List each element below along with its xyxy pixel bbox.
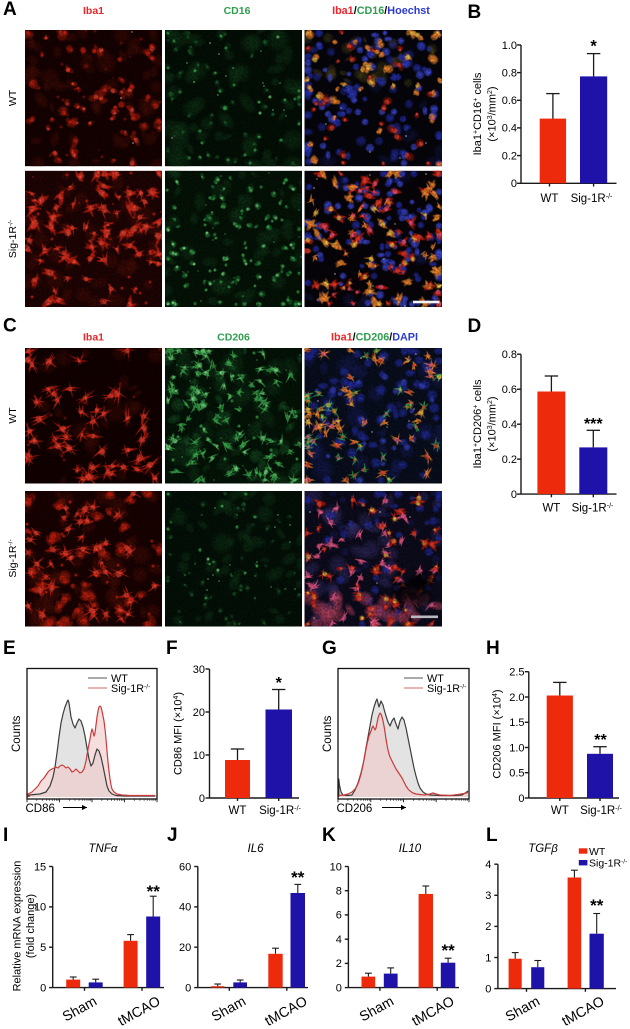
svg-text:0.6: 0.6	[502, 384, 517, 396]
svg-text:0.4: 0.4	[502, 419, 517, 431]
svg-text:*: *	[590, 38, 597, 56]
svg-text:Sig-1R-/-: Sig-1R-/-	[571, 192, 613, 205]
svg-text:Sig-1R-/-: Sig-1R-/-	[572, 502, 614, 515]
svg-text:0.2: 0.2	[502, 150, 517, 162]
svg-text:(×103/mm2): (×103/mm2)	[487, 86, 499, 141]
svg-text:0.8: 0.8	[502, 349, 517, 361]
svg-text:0.4: 0.4	[502, 123, 517, 135]
svg-text:0.6: 0.6	[502, 95, 517, 107]
svg-text:0: 0	[511, 489, 517, 501]
svg-text:(×103/mm2): (×103/mm2)	[487, 396, 499, 451]
svg-text:WT: WT	[542, 503, 560, 515]
svg-text:Iba1+CD16+ cells: Iba1+CD16+ cells	[472, 72, 484, 155]
svg-text:0.8: 0.8	[502, 67, 517, 79]
svg-text:***: ***	[584, 416, 603, 433]
svg-text:WT: WT	[541, 193, 559, 205]
svg-text:D: D	[468, 316, 482, 337]
svg-text:0.2: 0.2	[502, 454, 517, 466]
svg-text:0: 0	[511, 178, 517, 190]
svg-text:1.0: 1.0	[502, 40, 517, 52]
svg-text:B: B	[468, 2, 482, 23]
svg-text:Iba1+CD206+ cells: Iba1+CD206+ cells	[472, 379, 484, 468]
